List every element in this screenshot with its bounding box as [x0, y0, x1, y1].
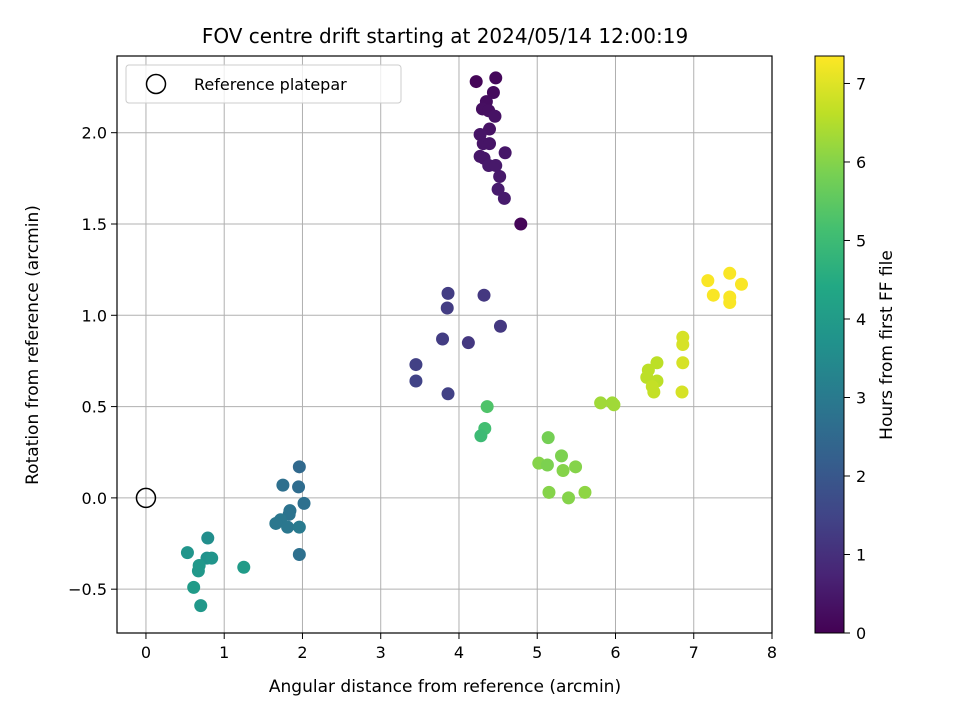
data-point: [441, 387, 455, 401]
colorbar-tick-label: 2: [856, 467, 866, 486]
x-tick-label: 0: [141, 643, 151, 662]
y-tick-label: 0.5: [82, 398, 107, 417]
data-point: [292, 460, 306, 474]
data-point: [292, 547, 306, 561]
data-point: [292, 480, 306, 494]
x-axis-label: Angular distance from reference (arcmin): [269, 677, 621, 697]
data-point: [461, 336, 475, 350]
colorbar-ticks: 0 1 2 3 4 5 6 7: [844, 74, 866, 643]
data-point: [489, 71, 503, 85]
data-point: [237, 560, 251, 574]
data-point: [706, 288, 720, 302]
legend: Reference platepar: [125, 64, 402, 104]
x-tick-label: 8: [767, 643, 777, 662]
data-point: [486, 86, 500, 100]
data-point: [436, 332, 450, 346]
colorbar-tick-label: 4: [856, 310, 866, 329]
x-tick-label: 2: [297, 643, 307, 662]
data-point: [191, 564, 205, 578]
data-point: [281, 520, 295, 534]
data-point: [276, 478, 290, 492]
data-point: [469, 75, 483, 89]
data-point: [675, 385, 689, 399]
y-tick-label: 2.0: [82, 124, 107, 143]
colorbar-tick-label: 3: [856, 388, 866, 407]
data-point: [187, 580, 201, 594]
reference-platepar-marker: [135, 487, 157, 509]
data-point: [493, 170, 507, 184]
data-point: [498, 146, 512, 160]
data-point: [194, 599, 208, 613]
data-point: [723, 296, 737, 310]
data-point: [205, 551, 219, 565]
legend-marker-reference: [145, 73, 167, 95]
data-point: [701, 274, 715, 288]
data-point: [474, 429, 488, 443]
data-point: [542, 485, 556, 499]
data-point: [734, 277, 748, 291]
data-point: [569, 460, 583, 474]
data-point: [541, 431, 555, 445]
data-point: [269, 516, 283, 530]
x-tick-label: 7: [689, 643, 699, 662]
colorbar-label: Hours from first FF file: [877, 250, 897, 440]
points: [135, 71, 748, 613]
colorbar-gradient: [814, 55, 845, 634]
data-point: [482, 122, 496, 136]
data-point: [497, 191, 511, 205]
plot-frame: [116, 55, 773, 634]
data-point: [482, 137, 496, 151]
colorbar-tick-label: 6: [856, 153, 866, 172]
x-tick-label: 5: [532, 643, 542, 662]
y-tick-label: 1.0: [82, 306, 107, 325]
data-point: [297, 496, 311, 510]
y-tick-label: 1.5: [82, 215, 107, 234]
colorbar-tick-label: 0: [856, 624, 866, 643]
data-point: [562, 491, 576, 505]
data-point: [477, 288, 491, 302]
data-point: [607, 398, 621, 412]
data-point: [556, 463, 570, 477]
data-point: [441, 286, 455, 300]
data-point: [493, 319, 507, 333]
colorbar-tick-label: 1: [856, 545, 866, 564]
chart-title: FOV centre drift starting at 2024/05/14 …: [202, 24, 688, 48]
data-point: [514, 217, 528, 231]
data-point: [676, 356, 690, 370]
data-point: [180, 546, 194, 560]
colorbar: 0 1 2 3 4 5 6 7 Hours from first FF file: [814, 55, 897, 643]
data-point: [647, 385, 661, 399]
x-tick-label: 6: [610, 643, 620, 662]
data-point: [491, 182, 505, 196]
legend-label-reference: Reference platepar: [194, 75, 347, 94]
data-point: [480, 400, 494, 414]
data-point: [440, 301, 454, 315]
data-point: [409, 374, 423, 388]
data-point: [650, 356, 664, 370]
data-point: [594, 396, 608, 410]
legend-box: [125, 64, 402, 104]
y-tick-label: −0.5: [68, 580, 107, 599]
grid: [117, 56, 772, 633]
data-point: [723, 266, 737, 280]
y-axis-label: Rotation from reference (arcmin): [23, 205, 43, 485]
x-axis: 0 1 2 3 4 5 6 7 8: [141, 633, 777, 662]
data-point: [488, 109, 502, 123]
data-point: [201, 531, 215, 545]
data-point: [554, 449, 568, 463]
colorbar-tick-label: 7: [856, 74, 866, 93]
data-point: [676, 338, 690, 351]
y-tick-label: 0.0: [82, 489, 107, 508]
data-point: [578, 485, 592, 499]
data-point: [540, 458, 554, 472]
data-point: [489, 159, 503, 173]
x-tick-label: 4: [454, 643, 464, 662]
data-point: [409, 358, 423, 372]
y-axis: −0.5 0.0 0.5 1.0 1.5 2.0: [68, 124, 117, 599]
colorbar-tick-label: 5: [856, 231, 866, 250]
x-tick-label: 1: [219, 643, 229, 662]
x-tick-label: 3: [376, 643, 386, 662]
data-point: [292, 520, 306, 534]
